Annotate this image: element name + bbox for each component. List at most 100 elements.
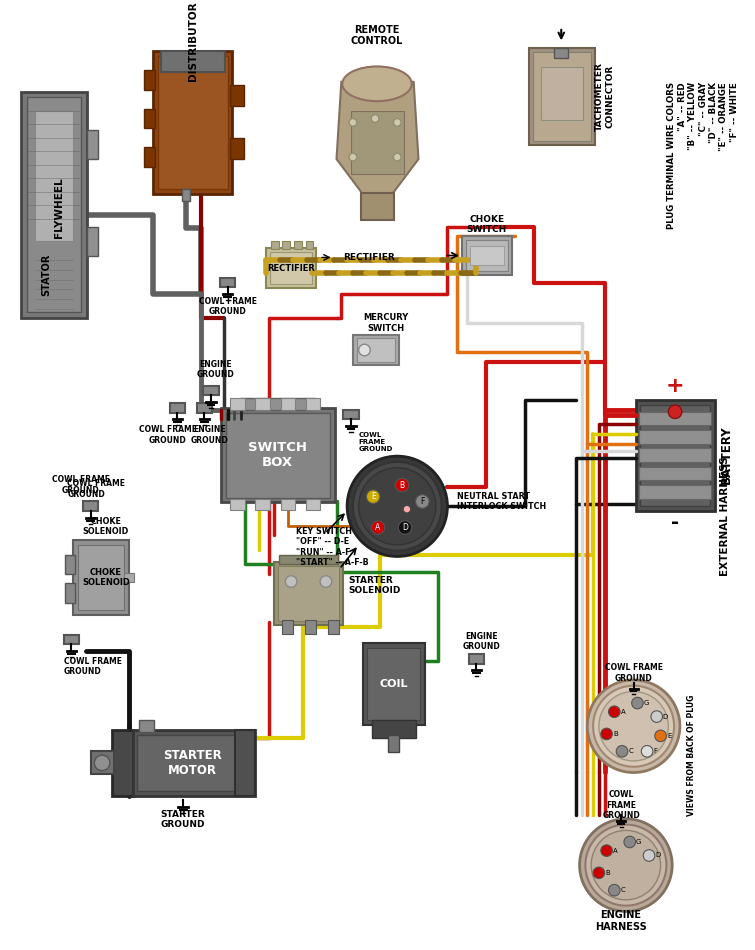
Text: A: A: [375, 523, 381, 532]
Circle shape: [94, 755, 109, 770]
FancyBboxPatch shape: [266, 248, 316, 288]
FancyBboxPatch shape: [328, 620, 340, 634]
FancyBboxPatch shape: [66, 583, 75, 602]
FancyBboxPatch shape: [87, 130, 98, 159]
FancyBboxPatch shape: [541, 67, 584, 121]
FancyBboxPatch shape: [305, 620, 316, 634]
Text: COWL FRAME
GROUND: COWL FRAME GROUND: [199, 297, 257, 316]
Circle shape: [359, 467, 436, 545]
Text: FLYWHEEL: FLYWHEEL: [54, 177, 63, 238]
FancyBboxPatch shape: [281, 398, 295, 409]
FancyBboxPatch shape: [87, 226, 98, 256]
FancyBboxPatch shape: [271, 241, 279, 249]
Circle shape: [609, 884, 620, 896]
Text: G: G: [636, 839, 641, 845]
Text: TACHOMETER
CONNECTOR: TACHOMETER CONNECTOR: [595, 62, 615, 131]
Text: B: B: [613, 731, 618, 737]
Circle shape: [651, 711, 663, 722]
Circle shape: [601, 728, 612, 740]
Circle shape: [616, 746, 628, 757]
Circle shape: [585, 825, 667, 905]
Circle shape: [349, 119, 357, 126]
FancyBboxPatch shape: [143, 109, 156, 128]
FancyBboxPatch shape: [357, 338, 396, 362]
Text: RECTIFIER: RECTIFIER: [267, 263, 315, 273]
Circle shape: [371, 115, 379, 123]
FancyBboxPatch shape: [306, 499, 320, 510]
FancyBboxPatch shape: [353, 334, 399, 366]
FancyBboxPatch shape: [153, 51, 233, 194]
Text: A: A: [621, 709, 625, 714]
Text: E: E: [667, 732, 671, 739]
Circle shape: [655, 731, 667, 742]
FancyBboxPatch shape: [469, 654, 484, 663]
FancyBboxPatch shape: [230, 398, 245, 409]
Text: E: E: [371, 492, 375, 502]
FancyBboxPatch shape: [137, 735, 251, 790]
FancyBboxPatch shape: [203, 386, 219, 395]
Text: COWL FRAME
GROUND: COWL FRAME GROUND: [52, 475, 110, 495]
Text: CHOKE
SWITCH: CHOKE SWITCH: [467, 215, 507, 235]
FancyBboxPatch shape: [230, 85, 244, 106]
Circle shape: [285, 576, 297, 587]
Text: A: A: [613, 847, 618, 854]
FancyBboxPatch shape: [170, 403, 185, 412]
Text: D: D: [663, 713, 668, 719]
FancyBboxPatch shape: [278, 566, 340, 621]
Text: F: F: [421, 497, 424, 506]
FancyBboxPatch shape: [470, 246, 504, 265]
Circle shape: [359, 344, 370, 356]
FancyBboxPatch shape: [255, 398, 270, 409]
Text: D: D: [655, 852, 661, 859]
Circle shape: [599, 692, 668, 761]
FancyBboxPatch shape: [63, 635, 79, 644]
FancyBboxPatch shape: [640, 405, 710, 506]
Circle shape: [353, 462, 442, 551]
Text: CHOKE
SOLENOID: CHOKE SOLENOID: [83, 517, 129, 536]
Circle shape: [320, 576, 331, 587]
FancyBboxPatch shape: [133, 731, 254, 796]
FancyBboxPatch shape: [139, 720, 154, 732]
Text: EXTERNAL HARNESS: EXTERNAL HARNESS: [720, 456, 730, 576]
Circle shape: [587, 680, 680, 772]
Text: B: B: [606, 870, 610, 876]
Text: COIL: COIL: [379, 679, 408, 689]
Polygon shape: [337, 82, 418, 198]
Text: BATTERY: BATTERY: [720, 426, 732, 484]
Text: ENGINE
GROUND: ENGINE GROUND: [197, 360, 235, 379]
Text: MERCURY
SWITCH: MERCURY SWITCH: [363, 314, 408, 332]
Text: NEUTRAL START
INTERLOCK SWITCH: NEUTRAL START INTERLOCK SWITCH: [457, 492, 547, 511]
FancyBboxPatch shape: [636, 400, 715, 511]
Circle shape: [643, 849, 655, 862]
FancyBboxPatch shape: [73, 540, 129, 616]
Text: COWL FRAME
GROUND: COWL FRAME GROUND: [63, 656, 122, 676]
Text: STARTER
SOLENOID: STARTER SOLENOID: [348, 576, 400, 595]
FancyBboxPatch shape: [639, 411, 710, 426]
Text: ENGINE
GROUND: ENGINE GROUND: [190, 426, 228, 445]
FancyBboxPatch shape: [143, 147, 156, 167]
Circle shape: [593, 867, 605, 879]
Circle shape: [398, 521, 411, 534]
Text: PLUG TERMINAL WIRE COLORS
"A" -- RED
"B" -- YELLOW
"C" -- GRAY
"D" -- BLACK
"E" : PLUG TERMINAL WIRE COLORS "A" -- RED "B"…: [667, 82, 738, 229]
FancyBboxPatch shape: [554, 48, 568, 58]
FancyBboxPatch shape: [196, 403, 212, 412]
FancyBboxPatch shape: [27, 97, 81, 313]
Text: +: +: [666, 375, 684, 396]
Circle shape: [393, 153, 401, 161]
FancyBboxPatch shape: [362, 643, 425, 725]
FancyBboxPatch shape: [361, 193, 394, 219]
Circle shape: [609, 706, 620, 717]
Circle shape: [349, 153, 357, 161]
Text: STARTER
GROUND: STARTER GROUND: [161, 810, 205, 829]
Text: D: D: [402, 523, 408, 532]
Text: COWL FRAME
GROUND: COWL FRAME GROUND: [605, 663, 663, 683]
Circle shape: [366, 490, 380, 504]
FancyBboxPatch shape: [372, 720, 415, 738]
FancyBboxPatch shape: [294, 241, 302, 249]
FancyBboxPatch shape: [91, 751, 114, 774]
Text: COWL
FRAME
GROUND: COWL FRAME GROUND: [602, 790, 640, 820]
Text: C: C: [628, 749, 633, 754]
Text: COWL FRAME
GROUND: COWL FRAME GROUND: [67, 479, 125, 499]
FancyBboxPatch shape: [220, 408, 334, 503]
FancyBboxPatch shape: [66, 555, 75, 574]
